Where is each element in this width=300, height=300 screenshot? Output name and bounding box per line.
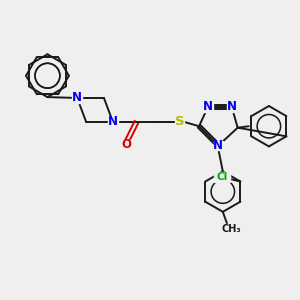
- Bar: [227, 102, 236, 112]
- Bar: [122, 140, 131, 150]
- Text: CH₃: CH₃: [222, 224, 242, 234]
- Text: O: O: [121, 138, 131, 152]
- Bar: [214, 172, 230, 182]
- Bar: [214, 141, 223, 150]
- Text: S: S: [175, 115, 184, 128]
- Text: N: N: [227, 100, 237, 113]
- Text: N: N: [203, 100, 213, 113]
- Text: N: N: [108, 115, 118, 128]
- Bar: [220, 224, 243, 234]
- Text: Cl: Cl: [216, 172, 227, 182]
- Bar: [203, 102, 213, 112]
- Text: N: N: [72, 92, 82, 104]
- Text: N: N: [213, 139, 224, 152]
- Bar: [108, 117, 118, 127]
- Bar: [72, 93, 82, 103]
- Bar: [175, 117, 184, 127]
